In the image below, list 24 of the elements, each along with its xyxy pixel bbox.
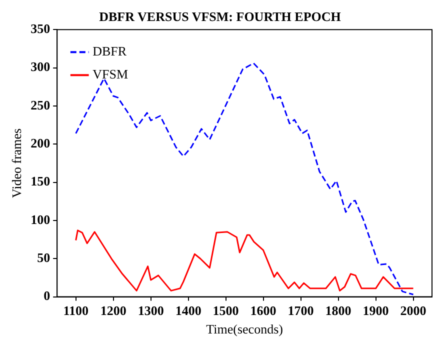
y-tick-label: 150: [30, 174, 50, 189]
x-tick-label: 1600: [250, 302, 276, 318]
x-tick-label: 1900: [362, 302, 389, 318]
y-tick-label: 300: [30, 59, 50, 74]
y-axis-title: Video frames: [9, 128, 24, 198]
line-series: [75, 62, 414, 296]
y-tick-label: 0: [44, 288, 50, 304]
legend-label: VFSM: [92, 66, 128, 82]
y-tick-label: 250: [30, 97, 50, 112]
y-tick-label: 100: [30, 212, 50, 227]
x-tick-label: 2000: [400, 302, 426, 318]
x-tick-label: 1800: [325, 302, 352, 318]
y-tick-label: 350: [30, 20, 50, 36]
x-tick-label: 1200: [100, 302, 126, 318]
x-axis-title: Time(seconds): [206, 322, 283, 337]
chart-title: DBFR VERSUS VFSM: FOURTH EPOCH: [99, 9, 341, 24]
legend-label: DBFR: [92, 44, 127, 59]
x-tick-label: 1100: [63, 302, 88, 318]
y-tick-label: 50: [37, 250, 50, 265]
x-tick-label: 1700: [288, 302, 314, 318]
x-tick-label: 1300: [138, 302, 164, 318]
x-tick-label: 1400: [175, 302, 202, 318]
x-tick-label: 1500: [212, 302, 239, 318]
y-tick-label: 200: [30, 135, 50, 150]
